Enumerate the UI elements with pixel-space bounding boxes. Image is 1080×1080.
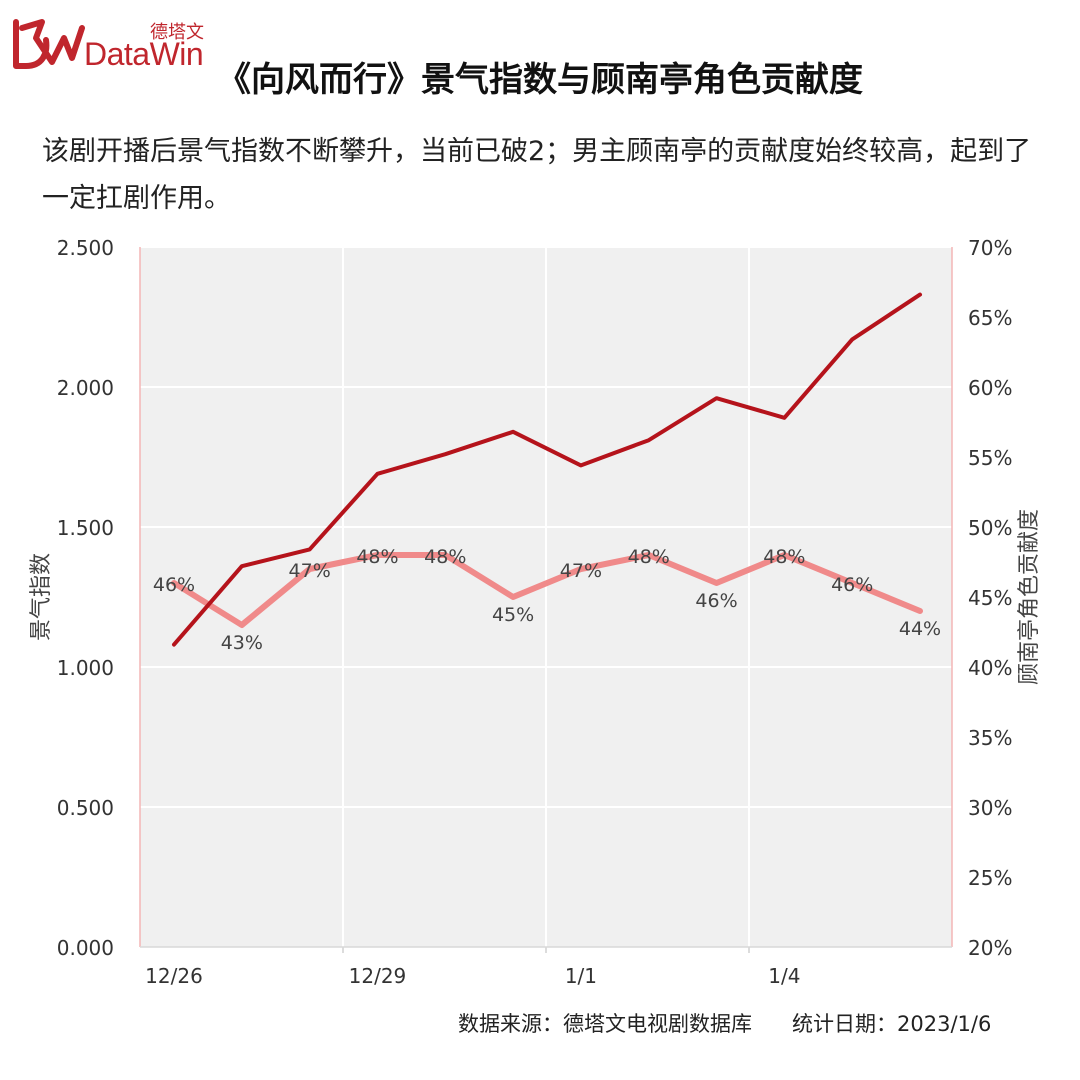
right-y-tick-label: 40%: [968, 656, 1012, 680]
brand-name-cn: 德塔文: [150, 22, 204, 43]
series-lines: [171, 292, 923, 647]
right-y-tick-label: 30%: [968, 796, 1012, 820]
left-y-ticks: 0.000 0.500 1.000 1.500 2.000 2.500: [57, 236, 114, 960]
contribution-data-label: 46%: [695, 590, 737, 612]
footer: 数据来源：德塔文电视剧数据库 统计日期：2023/1/6: [458, 1008, 991, 1038]
contribution-data-label: 48%: [628, 546, 670, 568]
right-y-axis-title: 顾南亭角色贡献度: [1017, 509, 1042, 685]
left-y-tick-label: 1.500: [57, 516, 114, 540]
contribution-data-label: 48%: [424, 546, 466, 568]
index-series-line: [172, 292, 922, 647]
left-y-tick-label: 0.500: [57, 796, 114, 820]
contribution-data-label: 43%: [221, 632, 263, 654]
contribution-data-label: 44%: [899, 618, 941, 640]
logo-mark-icon: [13, 19, 85, 69]
left-y-tick-label: 1.000: [57, 656, 114, 680]
vertical-gridlines: [342, 247, 750, 953]
x-ticks: 12/26 12/29 1/1 1/4: [145, 964, 800, 988]
datawin-logo: [13, 19, 85, 69]
chart-subtitle: 该剧开播后景气指数不断攀升，当前已破2；男主顾南亭的贡献度始终较高，起到了一定扛…: [42, 136, 1032, 214]
x-tick-label: 1/1: [565, 964, 597, 988]
contribution-data-label: 46%: [831, 574, 873, 596]
left-y-tick-label: 2.500: [57, 236, 114, 260]
contribution-data-label: 45%: [492, 604, 534, 626]
right-y-tick-label: 25%: [968, 866, 1012, 890]
right-y-tick-label: 45%: [968, 586, 1012, 610]
right-y-tick-label: 50%: [968, 516, 1012, 540]
left-y-tick-label: 0.000: [57, 936, 114, 960]
stat-date: 统计日期：2023/1/6: [792, 1012, 992, 1036]
contribution-data-label: 47%: [560, 560, 602, 582]
right-y-tick-label: 70%: [968, 236, 1012, 260]
left-y-axis-title: 景气指数: [29, 553, 54, 641]
contribution-data-label: 47%: [289, 560, 331, 582]
x-tick-label: 1/4: [768, 964, 800, 988]
left-y-tick-label: 2.000: [57, 376, 114, 400]
brand-name-en: DataWin: [84, 36, 204, 72]
right-y-ticks: 20% 25% 30% 35% 40% 45% 50% 55% 60% 65% 70%: [968, 236, 1012, 960]
x-tick-label: 12/26: [145, 964, 203, 988]
data-source: 数据来源：德塔文电视剧数据库: [458, 1012, 752, 1036]
contribution-series-line: [171, 552, 923, 628]
right-y-tick-label: 20%: [968, 936, 1012, 960]
right-y-tick-label: 65%: [968, 306, 1012, 330]
contribution-data-label: 48%: [356, 546, 398, 568]
horizontal-gridlines: [140, 246, 952, 808]
chart-title: 《向风而行》景气指数与顾南亭角色贡献度: [217, 60, 863, 100]
right-y-tick-label: 35%: [968, 726, 1012, 750]
contribution-data-label: 46%: [153, 574, 195, 596]
x-tick-label: 12/29: [349, 964, 407, 988]
right-y-tick-label: 60%: [968, 376, 1012, 400]
right-y-tick-label: 55%: [968, 446, 1012, 470]
contribution-data-labels: 46% 43% 47% 48% 48% 45% 47% 48% 46% 48% 46% 44%: [153, 546, 941, 654]
contribution-data-label: 48%: [763, 546, 805, 568]
